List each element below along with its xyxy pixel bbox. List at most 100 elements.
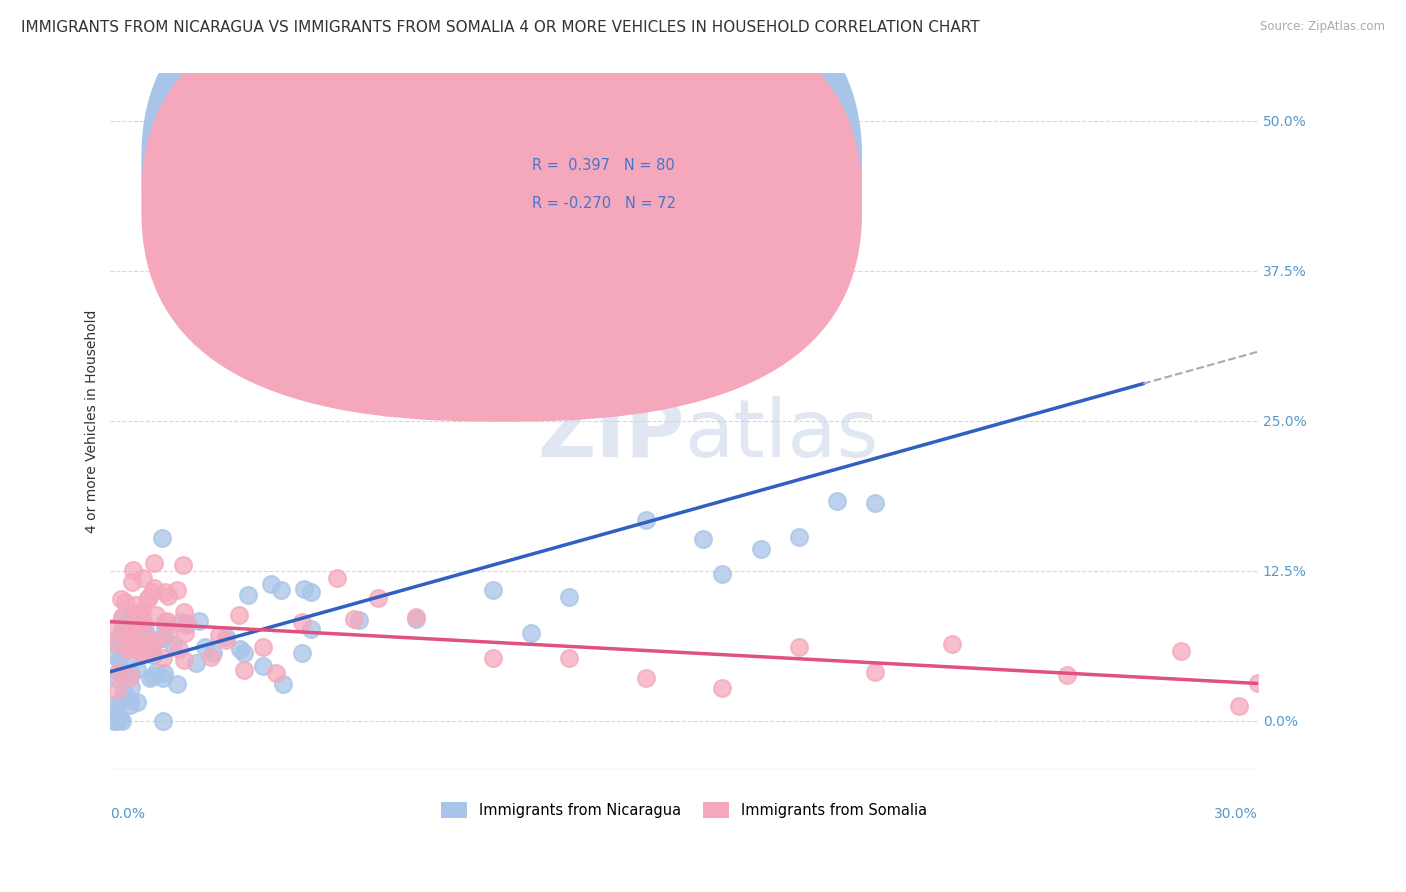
Point <box>120 680 142 694</box>
Point <box>132 615 155 629</box>
Point <box>101 648 124 662</box>
Point <box>142 669 165 683</box>
Point <box>101 698 124 713</box>
Point <box>260 577 283 591</box>
Point <box>107 672 129 686</box>
Point <box>692 533 714 547</box>
Point <box>156 590 179 604</box>
Point <box>141 585 163 599</box>
Text: Source: ZipAtlas.com: Source: ZipAtlas.com <box>1260 20 1385 33</box>
Point <box>1227 699 1250 714</box>
Point <box>292 582 315 596</box>
Point <box>172 558 194 572</box>
Point <box>233 646 256 660</box>
Point <box>252 658 274 673</box>
Point <box>112 685 135 699</box>
Point <box>405 610 427 624</box>
Point <box>105 714 128 728</box>
Point <box>145 608 167 623</box>
Point <box>941 638 963 652</box>
Point <box>1170 644 1192 658</box>
Point <box>110 592 132 607</box>
Point <box>142 582 165 596</box>
Point <box>215 631 238 645</box>
Point <box>103 714 125 728</box>
Point <box>166 677 188 691</box>
Text: ZIP: ZIP <box>537 396 685 474</box>
Point <box>115 642 138 657</box>
Point <box>326 571 349 585</box>
Point <box>200 650 222 665</box>
Point <box>120 632 142 646</box>
Text: IMMIGRANTS FROM NICARAGUA VS IMMIGRANTS FROM SOMALIA 4 OR MORE VEHICLES IN HOUSE: IMMIGRANTS FROM NICARAGUA VS IMMIGRANTS … <box>21 20 980 35</box>
Point <box>108 695 131 709</box>
Point <box>132 640 155 655</box>
Point <box>131 604 153 618</box>
Point <box>104 620 127 634</box>
Point <box>184 657 207 671</box>
Point <box>711 566 734 581</box>
Point <box>201 646 224 660</box>
Point <box>749 542 772 557</box>
Point <box>142 556 165 570</box>
Point <box>233 664 256 678</box>
Point <box>125 662 148 676</box>
Point <box>187 614 209 628</box>
Point <box>299 622 322 636</box>
Point <box>138 642 160 657</box>
Point <box>124 633 146 648</box>
Point <box>236 588 259 602</box>
Text: R = -0.270   N = 72: R = -0.270 N = 72 <box>531 195 675 211</box>
Point <box>194 640 217 654</box>
Point <box>134 622 156 636</box>
Point <box>153 615 176 629</box>
Point <box>128 645 150 659</box>
Point <box>136 591 159 606</box>
Point <box>482 651 505 665</box>
Point <box>367 591 389 605</box>
Point <box>125 598 148 612</box>
Point <box>170 615 193 629</box>
Point <box>264 665 287 680</box>
Point <box>103 636 125 650</box>
Point <box>129 609 152 624</box>
Point <box>711 681 734 696</box>
Point <box>131 644 153 658</box>
Point <box>101 633 124 648</box>
Point <box>120 693 142 707</box>
Point <box>128 605 150 619</box>
FancyBboxPatch shape <box>460 139 770 233</box>
Point <box>132 624 155 638</box>
Point <box>252 640 274 655</box>
Point <box>121 640 143 655</box>
FancyBboxPatch shape <box>142 0 862 384</box>
Text: atlas: atlas <box>685 396 879 474</box>
Point <box>634 671 657 685</box>
Point <box>787 640 810 654</box>
Point <box>107 665 129 679</box>
Point <box>132 630 155 644</box>
Point <box>215 633 238 648</box>
Point <box>121 563 143 577</box>
Point <box>299 585 322 599</box>
Point <box>166 582 188 597</box>
Point <box>117 652 139 666</box>
Point <box>150 531 173 545</box>
Point <box>111 714 134 728</box>
Point <box>121 611 143 625</box>
Point <box>167 641 190 656</box>
Point <box>141 648 163 663</box>
Point <box>342 612 364 626</box>
Point <box>825 493 848 508</box>
Point <box>111 609 134 624</box>
Point <box>173 605 195 619</box>
Point <box>110 665 132 680</box>
Point <box>124 615 146 629</box>
Point <box>162 638 184 652</box>
Text: 30.0%: 30.0% <box>1215 807 1258 822</box>
Point <box>1247 676 1270 690</box>
Point <box>347 613 370 627</box>
Point <box>787 530 810 544</box>
Point <box>120 698 142 712</box>
Point <box>108 653 131 667</box>
